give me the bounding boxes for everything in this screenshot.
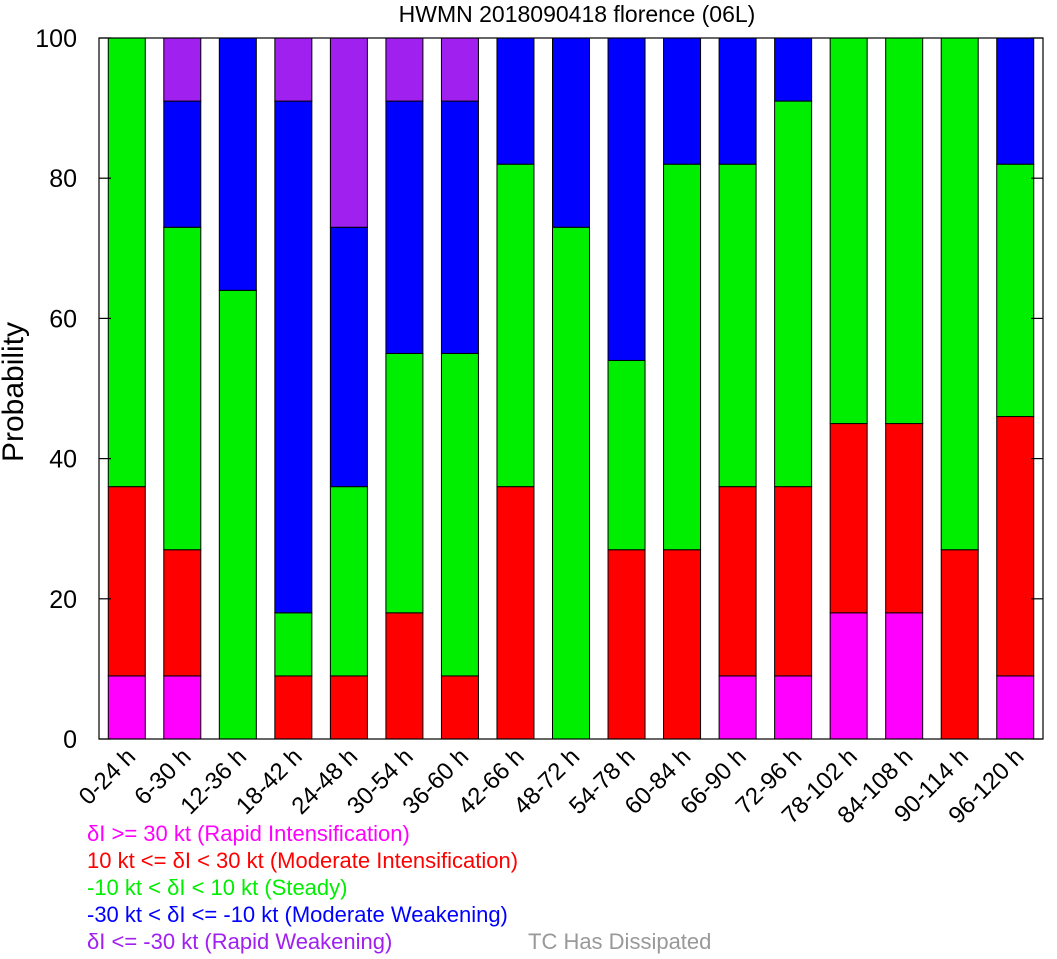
legend-rapid-weakening: δI <= -30 kt (Rapid Weakening) [87, 929, 392, 955]
bar-6-30h-series-3 [164, 101, 201, 227]
legend-tc-dissipated: TC Has Dissipated [528, 929, 711, 955]
bar-66-90h-series-1 [719, 487, 756, 676]
bar-54-78h-series-2 [608, 360, 645, 549]
bar-42-66h-series-3 [497, 38, 534, 164]
bar-42-66h-series-1 [497, 487, 534, 739]
bar-84-108h-series-2 [886, 38, 923, 424]
x-tick-label: 0-24 h [74, 743, 141, 810]
bar-0-24h-series-2 [108, 38, 145, 487]
bar-60-84h-series-3 [664, 38, 701, 164]
bar-72-96h-series-3 [775, 38, 812, 101]
bar-72-96h-series-1 [775, 487, 812, 676]
y-tick-label: 0 [63, 726, 77, 754]
bar-48-72h-series-3 [553, 38, 590, 227]
bar-60-84h-series-2 [664, 164, 701, 550]
bar-36-60h-series-4 [441, 38, 478, 101]
bar-18-42h-series-4 [275, 38, 312, 101]
bar-24-48h-series-4 [330, 38, 367, 227]
y-tick-label: 100 [35, 25, 77, 53]
bar-6-30h-series-4 [164, 38, 201, 101]
bar-54-78h-series-3 [608, 38, 645, 360]
bar-96-120h-series-3 [997, 38, 1034, 164]
bar-18-42h-series-1 [275, 676, 312, 739]
y-tick-labels: 0 20 40 60 80 100 [35, 25, 77, 754]
bar-18-42h-series-2 [275, 613, 312, 676]
bar-30-54h-series-1 [386, 613, 423, 739]
y-tick-label: 60 [49, 305, 77, 333]
bar-90-114h-series-2 [941, 38, 978, 550]
y-axis-label: Probability [0, 322, 30, 462]
bar-24-48h-series-3 [330, 227, 367, 486]
bar-6-30h-series-1 [164, 550, 201, 676]
bars-group [108, 38, 1033, 739]
bar-6-30h-series-2 [164, 227, 201, 549]
bar-30-54h-series-2 [386, 353, 423, 612]
bar-0-24h-series-1 [108, 487, 145, 676]
y-tick-label: 80 [49, 165, 77, 193]
bar-66-90h-series-0 [719, 676, 756, 739]
legend-moderate-intensification: 10 kt <= δI < 30 kt (Moderate Intensific… [87, 848, 518, 874]
bar-60-84h-series-1 [664, 550, 701, 739]
bar-78-102h-series-0 [830, 613, 867, 739]
bar-72-96h-series-2 [775, 101, 812, 487]
bar-12-36h-series-2 [219, 290, 256, 739]
bar-36-60h-series-2 [441, 353, 478, 675]
bar-96-120h-series-2 [997, 164, 1034, 416]
bar-24-48h-series-1 [330, 676, 367, 739]
x-tick-labels: 0-24 h6-30 h12-36 h18-42 h24-48 h30-54 h… [74, 743, 1030, 829]
bar-0-24h-series-0 [108, 676, 145, 739]
bar-78-102h-series-2 [830, 38, 867, 424]
bar-36-60h-series-3 [441, 101, 478, 353]
bar-78-102h-series-1 [830, 424, 867, 613]
chart-title: HWMN 2018090418 florence (06L) [399, 1, 756, 27]
y-tick-label: 20 [49, 586, 77, 614]
legend-steady: -10 kt < δI < 10 kt (Steady) [87, 875, 347, 901]
bar-66-90h-series-3 [719, 38, 756, 164]
bar-30-54h-series-4 [386, 38, 423, 101]
legend-moderate-weakening: -30 kt < δI <= -10 kt (Moderate Weakenin… [87, 902, 508, 928]
bar-48-72h-series-2 [553, 227, 590, 739]
bar-54-78h-series-1 [608, 550, 645, 739]
bar-18-42h-series-3 [275, 101, 312, 613]
bar-66-90h-series-2 [719, 164, 756, 486]
y-tick-label: 40 [49, 446, 77, 474]
bar-72-96h-series-0 [775, 676, 812, 739]
bar-90-114h-series-1 [941, 550, 978, 739]
bar-42-66h-series-2 [497, 164, 534, 486]
bar-84-108h-series-1 [886, 424, 923, 613]
legend-rapid-intensification: δI >= 30 kt (Rapid Intensification) [87, 821, 410, 847]
bar-36-60h-series-1 [441, 676, 478, 739]
bar-24-48h-series-2 [330, 487, 367, 676]
bar-96-120h-series-0 [997, 676, 1034, 739]
bar-30-54h-series-3 [386, 101, 423, 353]
bar-12-36h-series-3 [219, 38, 256, 290]
bar-6-30h-series-0 [164, 676, 201, 739]
bar-96-120h-series-1 [997, 417, 1034, 676]
bar-84-108h-series-0 [886, 613, 923, 739]
